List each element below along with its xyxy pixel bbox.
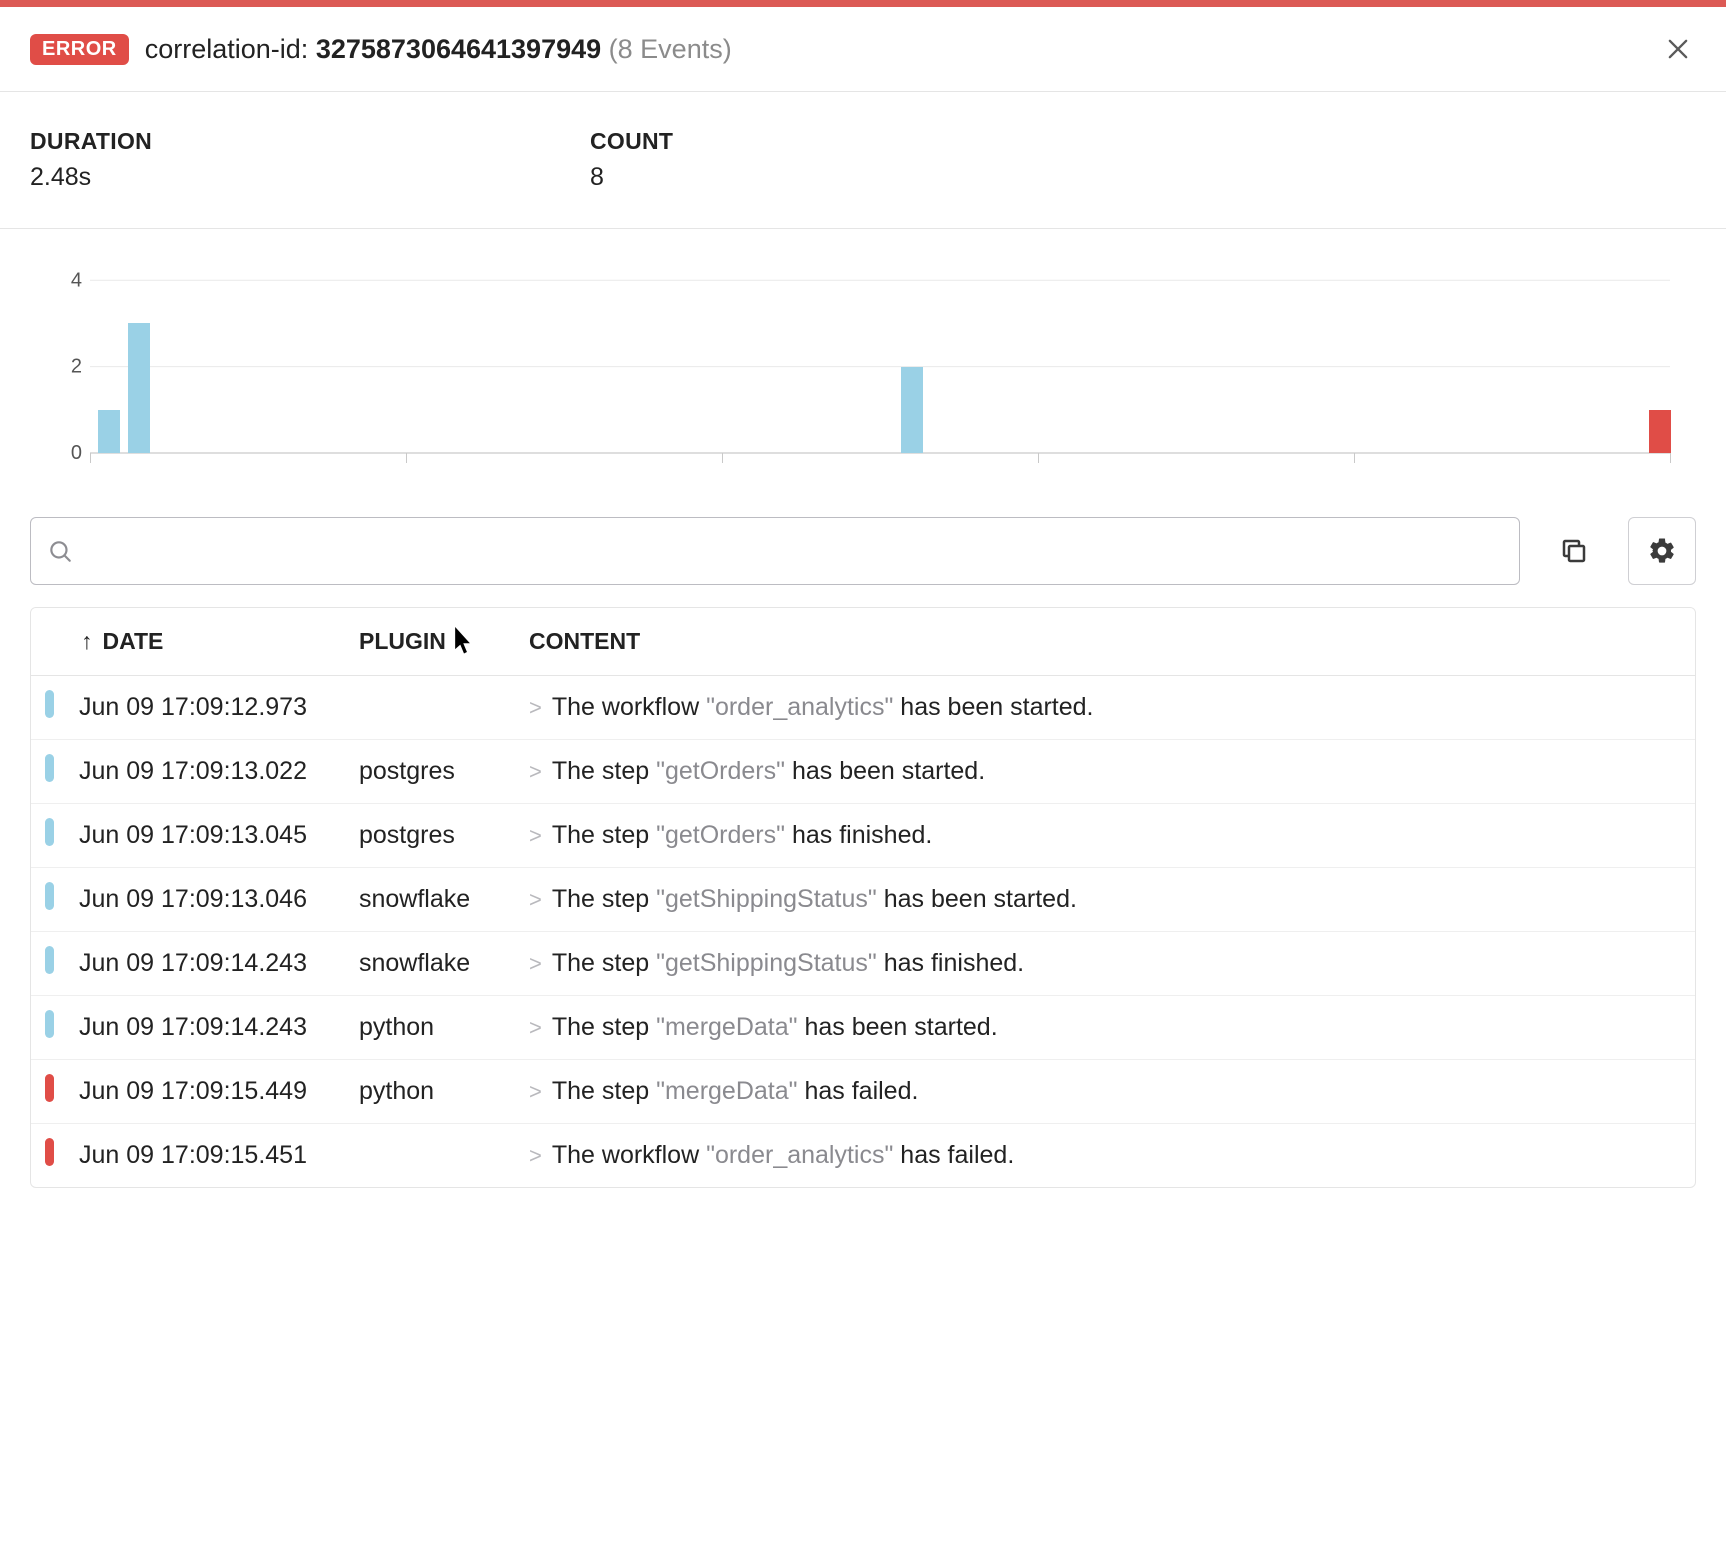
status-badge: ERROR: [30, 34, 129, 65]
cell-content: >The workflow "order_analytics" has fail…: [515, 1124, 1695, 1188]
cell-date: Jun 09 17:09:15.451: [65, 1124, 345, 1188]
chart-bar[interactable]: [128, 323, 150, 453]
col-content[interactable]: CONTENT: [515, 608, 1695, 676]
cell-date: Jun 09 17:09:13.022: [65, 740, 345, 804]
cell-date: Jun 09 17:09:13.046: [65, 868, 345, 932]
search-icon: [47, 538, 73, 564]
events-table-wrap: ↑ DATE PLUGIN CONTENT Jun 09 17:09:12.973…: [30, 607, 1696, 1188]
chevron-right-icon: >: [529, 887, 542, 912]
cell-date: Jun 09 17:09:14.243: [65, 996, 345, 1060]
chart-grid: 024: [70, 259, 1670, 479]
stats-row: DURATION 2.48s COUNT 8: [0, 92, 1726, 229]
stat-duration: DURATION 2.48s: [30, 128, 590, 192]
top-accent-strip: [0, 0, 1726, 7]
search-wrap[interactable]: [30, 517, 1520, 585]
status-pill: [45, 882, 54, 910]
cell-content: >The step "getOrders" has been started.: [515, 740, 1695, 804]
chevron-right-icon: >: [529, 695, 542, 720]
chart-bar[interactable]: [98, 410, 120, 453]
chart-bar[interactable]: [1649, 410, 1671, 453]
chevron-right-icon: >: [529, 759, 542, 784]
cell-plugin: snowflake: [345, 932, 515, 996]
cell-date: Jun 09 17:09:15.449: [65, 1060, 345, 1124]
status-pill: [45, 1138, 54, 1166]
cell-content: >The step "mergeData" has failed.: [515, 1060, 1695, 1124]
chevron-right-icon: >: [529, 1079, 542, 1104]
cell-content: >The step "mergeData" has been started.: [515, 996, 1695, 1060]
events-tbody: Jun 09 17:09:12.973 >The workflow "order_…: [31, 676, 1695, 1188]
cell-plugin: postgres: [345, 740, 515, 804]
cell-date: Jun 09 17:09:14.243: [65, 932, 345, 996]
chart-area: 024: [0, 229, 1726, 489]
close-icon: [1664, 35, 1692, 63]
header: ERROR correlation-id: 327587306464139794…: [0, 7, 1726, 92]
status-pill: [45, 1010, 54, 1038]
cell-plugin: [345, 1124, 515, 1188]
col-date[interactable]: ↑ DATE: [31, 608, 345, 676]
col-plugin[interactable]: PLUGIN: [345, 608, 515, 676]
close-button[interactable]: [1660, 31, 1696, 67]
cell-content: >The step "getOrders" has finished.: [515, 804, 1695, 868]
count-label: COUNT: [590, 128, 1150, 155]
duration-label: DURATION: [30, 128, 590, 155]
sort-arrow-icon: ↑: [81, 628, 93, 654]
search-input[interactable]: [83, 518, 1503, 584]
cell-plugin: python: [345, 996, 515, 1060]
table-row[interactable]: Jun 09 17:09:12.973 >The workflow "order_…: [31, 676, 1695, 740]
count-value: 8: [590, 163, 1150, 192]
table-row[interactable]: Jun 09 17:09:13.045postgres>The step "ge…: [31, 804, 1695, 868]
events-table: ↑ DATE PLUGIN CONTENT Jun 09 17:09:12.973…: [31, 608, 1695, 1187]
chevron-right-icon: >: [529, 951, 542, 976]
copy-icon: [1559, 536, 1589, 566]
duration-value: 2.48s: [30, 163, 590, 192]
correlation-id-label: correlation-id:: [145, 34, 309, 64]
col-date-label: DATE: [103, 628, 164, 654]
chart-bar[interactable]: [901, 367, 923, 453]
cell-content: >The step "getShippingStatus" has finish…: [515, 932, 1695, 996]
cell-plugin: [345, 676, 515, 740]
status-pill: [45, 818, 54, 846]
chart-xticks: [70, 453, 1670, 479]
correlation-id-value: 3275873064641397949: [316, 34, 601, 64]
table-row[interactable]: Jun 09 17:09:13.022postgres>The step "ge…: [31, 740, 1695, 804]
cell-plugin: postgres: [345, 804, 515, 868]
copy-button[interactable]: [1540, 517, 1608, 585]
table-row[interactable]: Jun 09 17:09:15.451 >The workflow "order_…: [31, 1124, 1695, 1188]
table-row[interactable]: Jun 09 17:09:15.449python>The step "merg…: [31, 1060, 1695, 1124]
status-pill: [45, 946, 54, 974]
cell-plugin: python: [345, 1060, 515, 1124]
header-title: correlation-id: 3275873064641397949 (8 E…: [145, 34, 732, 65]
table-row[interactable]: Jun 09 17:09:13.046snowflake>The step "g…: [31, 868, 1695, 932]
status-pill: [45, 690, 54, 718]
chevron-right-icon: >: [529, 1015, 542, 1040]
header-left: ERROR correlation-id: 327587306464139794…: [30, 34, 732, 65]
svg-text:2: 2: [71, 356, 82, 378]
cell-date: Jun 09 17:09:12.973: [65, 676, 345, 740]
table-row[interactable]: Jun 09 17:09:14.243snowflake>The step "g…: [31, 932, 1695, 996]
cell-plugin: snowflake: [345, 868, 515, 932]
stat-count: COUNT 8: [590, 128, 1150, 192]
cell-date: Jun 09 17:09:13.045: [65, 804, 345, 868]
chevron-right-icon: >: [529, 823, 542, 848]
settings-button[interactable]: [1628, 517, 1696, 585]
status-pill: [45, 754, 54, 782]
controls-row: [0, 489, 1726, 603]
status-pill: [45, 1074, 54, 1102]
svg-text:4: 4: [71, 269, 82, 291]
chevron-right-icon: >: [529, 1143, 542, 1168]
table-row[interactable]: Jun 09 17:09:14.243python>The step "merg…: [31, 996, 1695, 1060]
cell-content: >The workflow "order_analytics" has been…: [515, 676, 1695, 740]
gear-icon: [1647, 536, 1677, 566]
events-count: (8 Events): [609, 34, 732, 64]
events-chart: 024: [70, 259, 1670, 479]
cell-content: >The step "getShippingStatus" has been s…: [515, 868, 1695, 932]
